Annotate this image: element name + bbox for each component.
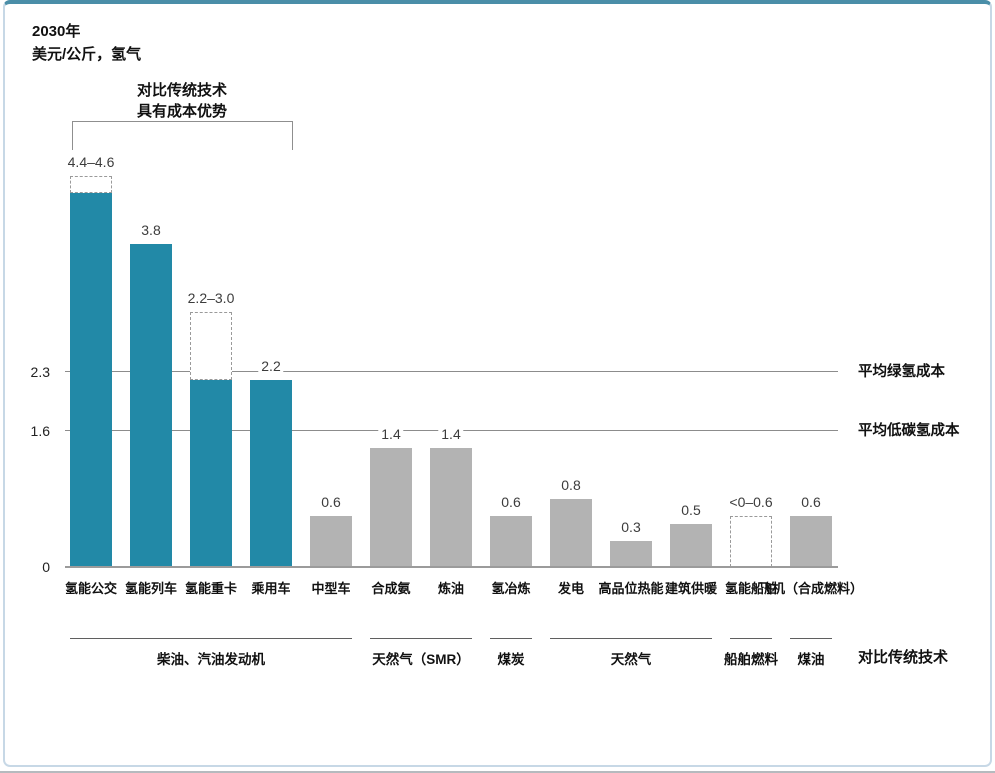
comparison-group-line-4 (730, 638, 772, 639)
category-label-氢能船舶: 氢能船舶 (724, 581, 778, 596)
value-label-乘用车: 2.2 (258, 358, 284, 375)
bar-高品位热能 (610, 541, 652, 567)
bar-建筑供暖 (670, 524, 712, 567)
category-label-氢能列车: 氢能列车 (124, 581, 178, 596)
page-bottom-divider (0, 771, 995, 773)
value-label-飞机（合成燃料）: 0.6 (798, 494, 824, 511)
range-box-氢能重卡 (190, 312, 232, 380)
cost-advantage-annotation: 对比传统技术 具有成本优势 (72, 80, 292, 122)
category-label-乘用车: 乘用车 (251, 581, 291, 596)
bar-飞机（合成燃料） (790, 516, 832, 567)
comparison-axis-label: 对比传统技术 (858, 649, 949, 666)
category-label-飞机（合成燃料）: 飞机（合成燃料） (758, 581, 864, 596)
range-box-氢能公交 (70, 176, 112, 193)
range-box-氢能船舶 (730, 516, 772, 567)
bar-氢能公交 (70, 193, 112, 567)
value-label-氢能列车: 3.8 (138, 222, 164, 239)
value-label-中型车: 0.6 (318, 494, 344, 511)
axis-zero-label: 0 (42, 559, 50, 575)
bar-炼油 (430, 448, 472, 567)
value-label-氢能公交: 4.4–4.6 (64, 154, 118, 171)
comparison-group-label-2: 煤炭 (497, 652, 525, 667)
value-label-氢能重卡: 2.2–3.0 (184, 290, 238, 307)
comparison-group-label-4: 船舶燃料 (724, 652, 778, 667)
category-label-氢冶炼: 氢冶炼 (491, 581, 531, 596)
bar-发电 (550, 499, 592, 567)
chart-title-year: 2030年 (32, 23, 81, 40)
value-label-炼油: 1.4 (438, 426, 464, 443)
annotation-bracket (72, 121, 293, 150)
zero-baseline (65, 566, 838, 568)
bar-中型车 (310, 516, 352, 567)
comparison-group-line-5 (790, 638, 832, 639)
value-label-氢能船舶: <0–0.6 (726, 494, 776, 511)
bar-乘用车 (250, 380, 292, 567)
axis-tick-label-1: 1.6 (30, 423, 50, 439)
value-label-建筑供暖: 0.5 (678, 502, 704, 519)
reference-line-label-0: 平均绿氢成本 (858, 364, 945, 380)
category-label-中型车: 中型车 (311, 581, 351, 596)
category-label-炼油: 炼油 (437, 581, 465, 596)
chart-unit-label: 美元/公斤，氢气 (32, 46, 142, 63)
axis-tick-label-0: 2.3 (30, 364, 50, 380)
category-label-发电: 发电 (557, 581, 585, 596)
bar-合成氨 (370, 448, 412, 567)
bar-chart-plot-area: 2.3 平均绿氢成本 1.6 平均低碳氢成本 4.4–4.6 氢能公交 3.8 氢能列车 2.2… (31, 154, 960, 667)
reference-line-0 (65, 371, 838, 372)
comparison-group-label-1: 天然气（SMR） (372, 652, 470, 667)
value-label-发电: 0.8 (558, 477, 584, 494)
bar-氢能重卡 (190, 380, 232, 567)
category-label-氢能重卡: 氢能重卡 (184, 581, 238, 596)
value-label-合成氨: 1.4 (378, 426, 404, 443)
slide-border-frame (3, 0, 992, 767)
comparison-group-label-0: 柴油、汽油发动机 (157, 652, 265, 667)
comparison-group-label-5: 煤油 (797, 652, 825, 667)
chart-title-block: 2030年 美元/公斤，氢气 (32, 20, 141, 66)
annotation-line-2: 具有成本优势 (136, 103, 227, 120)
comparison-group-line-3 (550, 638, 712, 639)
category-label-高品位热能: 高品位热能 (598, 581, 664, 596)
comparison-group-line-0 (70, 638, 352, 639)
value-label-氢冶炼: 0.6 (498, 494, 524, 511)
comparison-group-line-1 (370, 638, 472, 639)
category-label-建筑供暖: 建筑供暖 (664, 581, 718, 596)
annotation-line-1: 对比传统技术 (136, 82, 227, 99)
category-label-氢能公交: 氢能公交 (64, 581, 118, 596)
bar-氢冶炼 (490, 516, 532, 567)
comparison-group-line-2 (490, 638, 532, 639)
bar-氢能列车 (130, 244, 172, 567)
comparison-group-label-3: 天然气 (610, 652, 652, 667)
category-label-合成氨: 合成氨 (371, 581, 411, 596)
reference-line-label-1: 平均低碳氢成本 (858, 423, 960, 439)
value-label-高品位热能: 0.3 (618, 519, 644, 536)
